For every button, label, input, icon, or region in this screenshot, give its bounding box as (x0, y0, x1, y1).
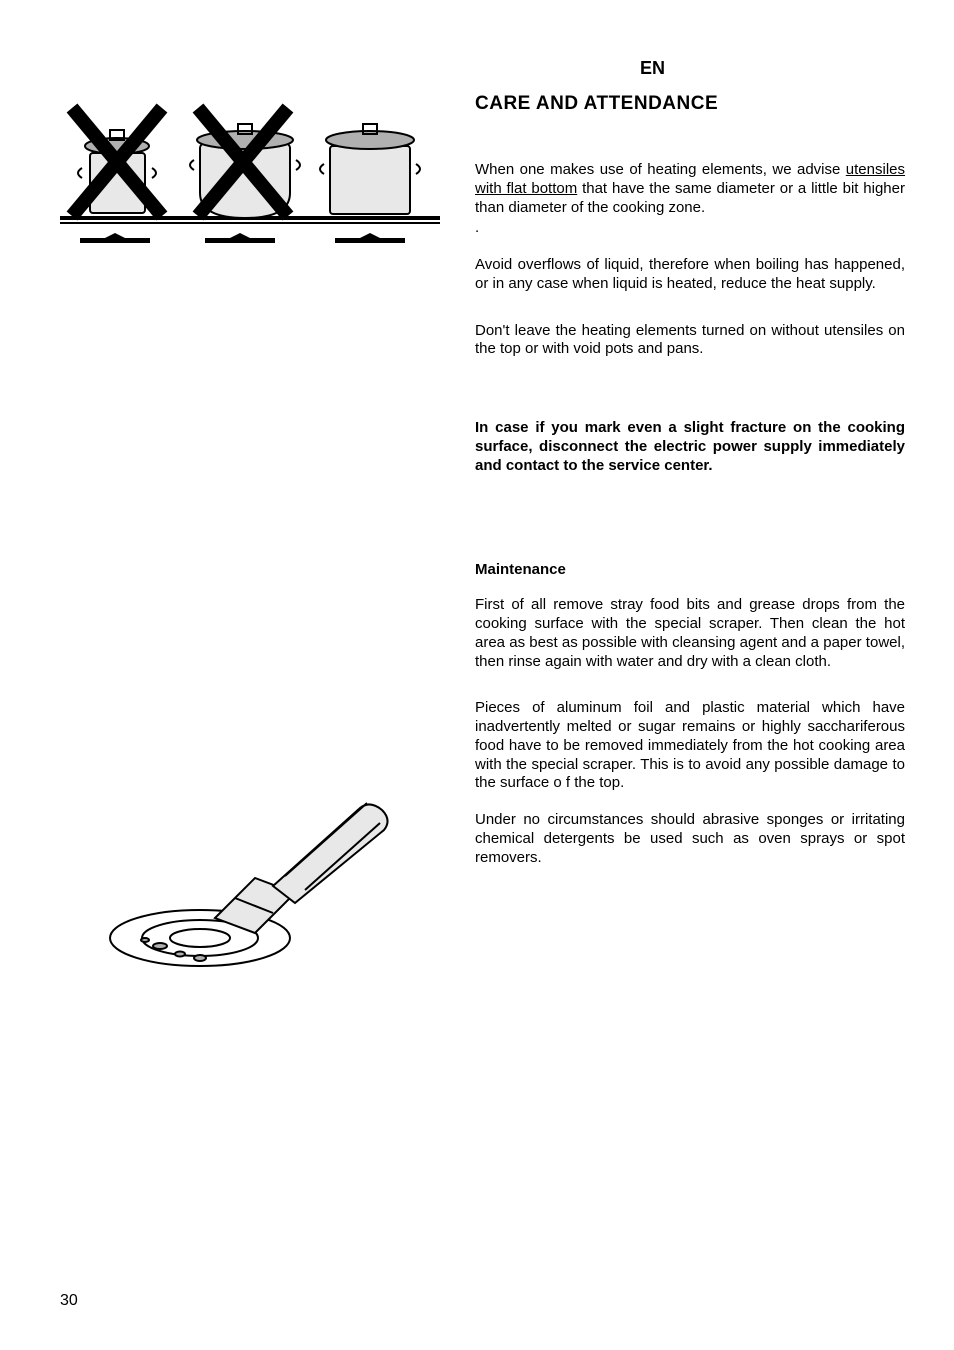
language-code: EN (640, 58, 665, 79)
pots-illustration (60, 88, 440, 243)
body-text: When one makes use of heating elements, … (475, 161, 905, 867)
paragraph-maint-3: Under no circumstances should abrasive s… (475, 811, 905, 867)
paragraph-dont-leave: Don't leave the heating elements turned … (475, 322, 905, 360)
page-number: 30 (60, 1292, 78, 1310)
text: When one makes use of heating elements, … (475, 161, 846, 178)
paragraph-maint-2: Pieces of aluminum foil and plastic mate… (475, 699, 905, 793)
section-title: CARE AND ATTENDANCE (475, 93, 905, 115)
scraper-illustration (105, 768, 405, 978)
stray-dot: . (475, 219, 905, 238)
paragraph-maint-1: First of all remove stray food bits and … (475, 596, 905, 671)
maintenance-heading: Maintenance (475, 561, 905, 578)
two-column-layout: CARE AND ATTENDANCE When one makes use o… (60, 93, 894, 983)
left-column (60, 93, 445, 983)
paragraph-overflow: Avoid overflows of liquid, therefore whe… (475, 256, 905, 294)
right-column: CARE AND ATTENDANCE When one makes use o… (475, 93, 905, 983)
page: EN (0, 0, 954, 1350)
paragraph-utensils: When one makes use of heating elements, … (475, 161, 905, 217)
paragraph-fracture-warning: In case if you mark even a slight fractu… (475, 419, 905, 475)
